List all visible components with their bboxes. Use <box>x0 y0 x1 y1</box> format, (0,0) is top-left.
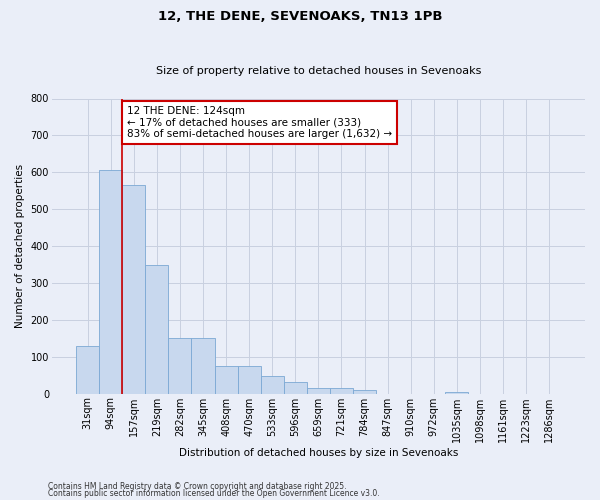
Text: Contains HM Land Registry data © Crown copyright and database right 2025.: Contains HM Land Registry data © Crown c… <box>48 482 347 491</box>
Bar <box>261 376 284 394</box>
Bar <box>284 382 307 394</box>
Bar <box>330 388 353 394</box>
Y-axis label: Number of detached properties: Number of detached properties <box>15 164 25 328</box>
Text: 12, THE DENE, SEVENOAKS, TN13 1PB: 12, THE DENE, SEVENOAKS, TN13 1PB <box>158 10 442 23</box>
Text: Contains public sector information licensed under the Open Government Licence v3: Contains public sector information licen… <box>48 489 380 498</box>
Bar <box>122 185 145 394</box>
Bar <box>191 338 215 394</box>
Bar <box>238 366 261 394</box>
Bar <box>307 388 330 394</box>
Text: 12 THE DENE: 124sqm
← 17% of detached houses are smaller (333)
83% of semi-detac: 12 THE DENE: 124sqm ← 17% of detached ho… <box>127 106 392 139</box>
Bar <box>99 170 122 394</box>
Title: Size of property relative to detached houses in Sevenoaks: Size of property relative to detached ho… <box>156 66 481 76</box>
Bar <box>445 392 469 394</box>
Bar <box>353 390 376 394</box>
Bar <box>215 366 238 394</box>
Bar <box>145 264 169 394</box>
Bar <box>76 346 99 394</box>
X-axis label: Distribution of detached houses by size in Sevenoaks: Distribution of detached houses by size … <box>179 448 458 458</box>
Bar <box>169 338 191 394</box>
